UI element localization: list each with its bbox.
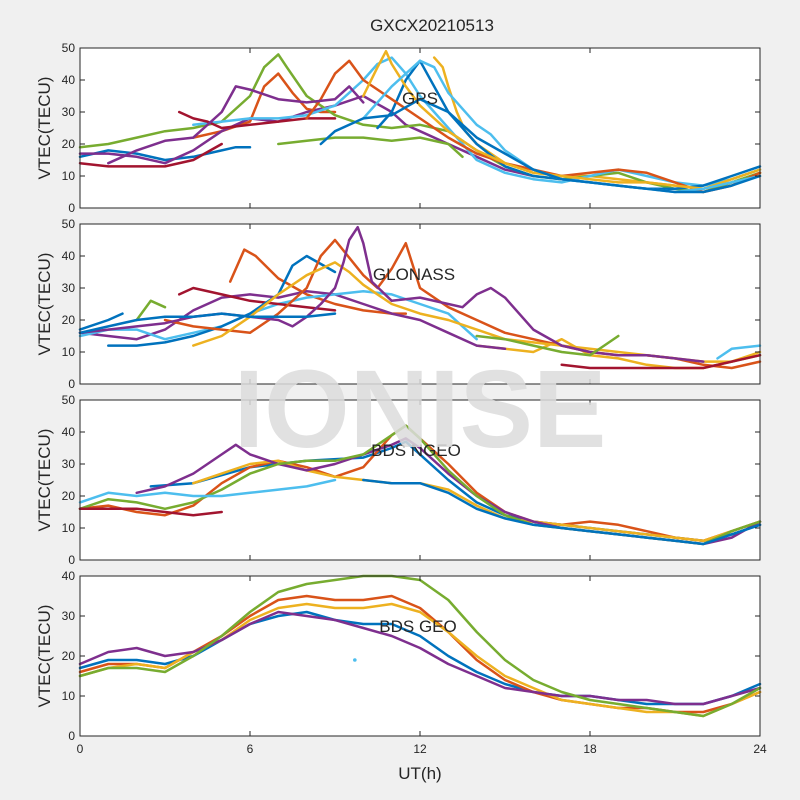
y-axis-label: VTEC(TECU) xyxy=(35,605,54,708)
constellation-annotation: GPS xyxy=(402,89,438,108)
y-tick-label: 30 xyxy=(62,281,76,295)
series-line xyxy=(78,312,124,331)
y-tick-label: 40 xyxy=(62,425,76,439)
subplot-2: 0 10 20 30 40 50 VTEC(TECU) GLONASS xyxy=(35,217,762,391)
series-line xyxy=(78,94,535,178)
y-tick-label: 30 xyxy=(62,457,76,471)
watermark: IONISE xyxy=(234,348,607,471)
y-tick-label: 20 xyxy=(62,649,76,663)
y-tick-label: 50 xyxy=(62,217,76,231)
x-tick-label: 24 xyxy=(753,742,767,756)
y-tick-label: 20 xyxy=(62,313,76,327)
y-tick-label: 20 xyxy=(62,137,76,151)
y-tick-label: 10 xyxy=(62,169,76,183)
series-line xyxy=(228,248,408,315)
y-axis-label: VTEC(TECU) xyxy=(35,253,54,356)
y-tick-label: 0 xyxy=(68,377,75,391)
constellation-annotation: GLONASS xyxy=(373,265,455,284)
series-line xyxy=(560,353,762,370)
series-line xyxy=(78,478,337,504)
series-line xyxy=(78,53,762,194)
y-tick-label: 20 xyxy=(62,489,76,503)
series-line xyxy=(78,610,762,706)
subplot-4: 0 6 12 18 24 0 10 20 30 40 VTEC(TECU) BDS GEO xyxy=(35,569,767,756)
y-tick-label: 50 xyxy=(62,41,76,55)
y-tick-label: 10 xyxy=(62,689,76,703)
x-tick-label: 0 xyxy=(77,742,84,756)
x-tick-label: 18 xyxy=(583,742,597,756)
y-tick-label: 10 xyxy=(62,345,76,359)
y-tick-label: 0 xyxy=(68,201,75,215)
constellation-annotation: BDS GEO xyxy=(379,617,456,636)
series-line xyxy=(319,97,762,194)
y-tick-label: 0 xyxy=(68,553,75,567)
y-tick-label: 0 xyxy=(68,729,75,743)
series-line xyxy=(177,110,337,130)
subplot-3: 0 10 20 30 40 50 VTEC(TECU) BDS NGEO xyxy=(35,393,762,567)
y-axis-label: VTEC(TECU) xyxy=(35,429,54,532)
series-line xyxy=(78,507,223,517)
y-tick-label: 10 xyxy=(62,521,76,535)
series-line xyxy=(716,344,762,360)
series-line xyxy=(177,286,337,312)
y-tick-label: 30 xyxy=(62,609,76,623)
y-tick-label: 30 xyxy=(62,105,76,119)
subplot-stack: 0 10 20 30 40 50 VTEC(TECU) GPS 0 10 20 30 40 50 VTEC(… xyxy=(35,41,767,756)
series-point xyxy=(353,658,357,662)
x-tick-label: 6 xyxy=(247,742,254,756)
figure-title: GXCX20210513 xyxy=(370,16,494,35)
series-line xyxy=(362,478,762,546)
y-tick-label: 40 xyxy=(62,569,76,583)
series-line xyxy=(192,56,762,187)
series-line xyxy=(107,254,337,347)
x-tick-label: 12 xyxy=(413,742,427,756)
series-line xyxy=(362,49,762,191)
y-tick-label: 40 xyxy=(62,73,76,87)
x-axis-label: UT(h) xyxy=(398,764,441,783)
y-axis-label: VTEC(TECU) xyxy=(35,77,54,180)
series-line xyxy=(277,136,464,159)
y-tick-label: 40 xyxy=(62,249,76,263)
series-line xyxy=(107,85,365,165)
series-line xyxy=(78,312,337,335)
series-line xyxy=(78,145,252,162)
subplot-1: 0 10 20 30 40 50 VTEC(TECU) GPS xyxy=(35,41,762,215)
series-line xyxy=(135,299,167,322)
series-line xyxy=(78,142,223,168)
constellation-annotation: BDS NGEO xyxy=(371,441,461,460)
series-line xyxy=(475,334,620,357)
y-tick-label: 50 xyxy=(62,393,76,407)
